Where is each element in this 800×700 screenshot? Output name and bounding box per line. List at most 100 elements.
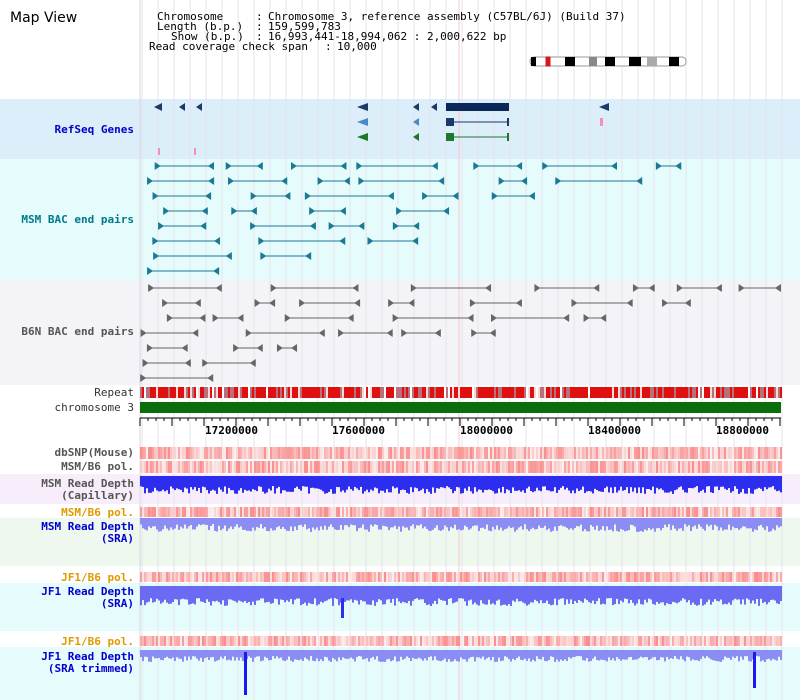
track-label-refseq[interactable]: RefSeq Genes xyxy=(54,123,134,136)
track-label-jf1-b6-pol-1[interactable]: JF1/B6 pol. xyxy=(61,571,134,584)
track-label-msm-b6-pol-1[interactable]: MSM/B6 pol. xyxy=(61,460,134,473)
jf1-pol-cell xyxy=(220,572,222,582)
jf1-pol2-cell xyxy=(738,636,740,646)
msm-cap-depth-bar xyxy=(200,476,202,493)
jf1-pol2-cell xyxy=(144,636,146,646)
msm-sra-depth-bar xyxy=(584,518,586,530)
dbsnp-cell xyxy=(238,447,240,459)
jf1-sra-depth-bar xyxy=(596,586,598,602)
dbsnp-cell xyxy=(766,447,768,459)
jf1-pol2-cell xyxy=(550,636,552,646)
msm-cap-depth-bar xyxy=(310,476,312,488)
dbsnp-cell xyxy=(528,447,530,459)
jf1-pol-cell xyxy=(730,572,732,582)
msm-sra-depth-bar xyxy=(460,518,462,531)
msm-pol2-cell xyxy=(348,507,350,517)
msm-pol-cell xyxy=(174,461,176,473)
jf1-trim-depth-bar xyxy=(178,650,180,659)
jf1-pol-cell xyxy=(354,572,356,582)
msm-cap-depth-bar xyxy=(468,476,470,487)
jf1-pol-cell xyxy=(452,572,454,582)
track-label-jf1-sra-depth-1[interactable]: JF1 Read Depth xyxy=(41,585,134,598)
msm-pol2-cell xyxy=(584,507,586,517)
dbsnp-cell xyxy=(584,447,586,459)
msm-sra-depth-bar xyxy=(378,518,380,530)
jf1-trim-depth-bar xyxy=(240,650,242,658)
jf1-sra-depth-bar xyxy=(692,586,694,603)
jf1-trim-depth-bar xyxy=(366,650,368,659)
jf1-pol2-cell xyxy=(206,636,208,646)
jf1-trim-depth-bar xyxy=(676,650,678,659)
jf1-trim-depth-bar xyxy=(320,650,322,660)
dbsnp-cell xyxy=(422,447,424,459)
msm-cap-depth-bar xyxy=(246,476,248,491)
track-label-jf1-b6-pol-2[interactable]: JF1/B6 pol. xyxy=(61,635,134,648)
jf1-pol-cell xyxy=(330,572,332,582)
repeat-segment xyxy=(408,387,410,398)
track-label-msm-cap-depth-1[interactable]: MSM Read Depth xyxy=(41,477,134,490)
msm-bac-pair-end xyxy=(358,222,365,230)
msm-sra-depth-bar xyxy=(232,518,234,530)
jf1-sra-depth-bar xyxy=(444,586,446,601)
jf1-pol2-cell xyxy=(632,636,634,646)
track-label-msm-b6-pol-2[interactable]: MSM/B6 pol. xyxy=(61,506,134,519)
msm-cap-depth-bar xyxy=(298,476,300,489)
jf1-trim-depth-bar xyxy=(472,650,474,657)
jf1-trim-depth-bar xyxy=(486,650,488,659)
jf1-pol-cell xyxy=(706,572,708,582)
jf1-trim-depth-bar xyxy=(478,650,480,658)
msm-sra-depth-bar xyxy=(308,518,310,529)
msm-sra-depth-bar xyxy=(338,518,340,530)
track-label-chromosome[interactable]: chromosome 3 xyxy=(54,401,134,414)
track-label-repeat[interactable]: Repeat xyxy=(94,386,134,399)
jf1-pol2-cell xyxy=(470,636,472,646)
jf1-sra-depth-bar xyxy=(286,586,288,601)
jf1-pol2-cell xyxy=(400,636,402,646)
track-label-b6n-bac[interactable]: B6N BAC end pairs xyxy=(21,325,134,338)
msm-cap-depth-bar xyxy=(302,476,304,487)
jf1-pol-cell xyxy=(204,572,206,582)
track-label-msm-sra-depth-1[interactable]: MSM Read Depth xyxy=(41,520,134,533)
msm-sra-depth-bar xyxy=(632,518,634,526)
jf1-trim-depth-bar xyxy=(238,650,240,661)
msm-pol-cell xyxy=(698,461,700,473)
track-label-jf1-trim-depth-1[interactable]: JF1 Read Depth xyxy=(41,650,134,663)
msm-cap-depth-bar xyxy=(488,476,490,490)
jf1-pol-cell xyxy=(616,572,618,582)
msm-pol-cell xyxy=(730,461,732,473)
dbsnp-cell xyxy=(452,447,454,459)
msm-pol2-cell xyxy=(570,507,572,517)
chromosome-ideogram-icon[interactable] xyxy=(529,52,687,67)
dbsnp-cell xyxy=(166,447,168,459)
msm-pol-cell xyxy=(290,461,292,473)
track-label-msm-sra-depth-2: (SRA) xyxy=(100,532,134,545)
msm-bac-pair-end xyxy=(555,177,562,185)
msm-pol-cell xyxy=(308,461,310,473)
msm-pol2-cell xyxy=(566,507,568,517)
track-label-dbsnp[interactable]: dbSNP(Mouse) xyxy=(54,446,134,459)
msm-cap-depth-bar xyxy=(334,476,336,494)
dbsnp-cell xyxy=(588,447,590,459)
jf1-pol2-cell xyxy=(298,636,300,646)
jf1-pol2-cell xyxy=(610,636,612,646)
jf1-pol2-cell xyxy=(394,636,396,646)
msm-sra-depth-bar xyxy=(648,518,650,529)
jf1-sra-depth-bar xyxy=(730,586,732,605)
msm-pol-cell xyxy=(550,461,552,473)
jf1-pol2-cell xyxy=(490,636,492,646)
msm-bac-pair-end xyxy=(207,162,214,170)
msm-pol-cell xyxy=(184,461,186,473)
repeat-segment xyxy=(776,387,778,398)
jf1-trim-depth-bar xyxy=(224,650,226,657)
track-label-msm-bac[interactable]: MSM BAC end pairs xyxy=(21,213,134,226)
jf1-sra-depth-bar xyxy=(238,586,240,601)
msm-cap-depth-bar xyxy=(348,476,350,487)
jf1-trim-depth-bar xyxy=(252,650,254,662)
jf1-sra-depth-bar xyxy=(228,586,230,600)
dbsnp-cell xyxy=(614,447,616,459)
msm-pol-cell xyxy=(760,461,762,473)
jf1-pol-cell xyxy=(700,572,702,582)
jf1-pol-cell xyxy=(378,572,380,582)
jf1-pol2-cell xyxy=(278,636,280,646)
